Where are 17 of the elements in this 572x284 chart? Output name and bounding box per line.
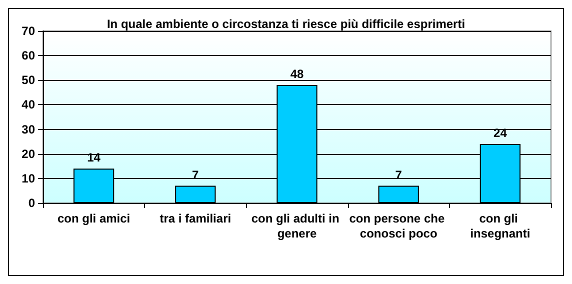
x-tick-label: con persone che conosci poco <box>349 212 448 240</box>
x-tick-label: con gli adulti in genere <box>251 212 343 240</box>
data-label: 48 <box>290 67 304 82</box>
y-tick-label: 0 <box>28 196 36 210</box>
y-tick-label: 70 <box>22 24 36 38</box>
y-tick-label: 30 <box>22 122 36 136</box>
x-tick-label: con gli amici <box>57 212 130 226</box>
chart-title: In quale ambiente o circostanza ti riesce più difficile esprimerti <box>106 17 466 31</box>
y-tick-label: 20 <box>22 146 36 161</box>
bar <box>378 186 419 203</box>
bar <box>175 186 216 203</box>
y-tick-label: 10 <box>22 171 36 186</box>
x-tick-label: tra i familiari <box>160 212 232 226</box>
x-tick-label: con gli insegnanti <box>470 212 530 240</box>
y-tick-label: 60 <box>22 48 36 63</box>
y-tick-label: 50 <box>22 73 36 88</box>
y-tick-label: 40 <box>22 98 36 112</box>
